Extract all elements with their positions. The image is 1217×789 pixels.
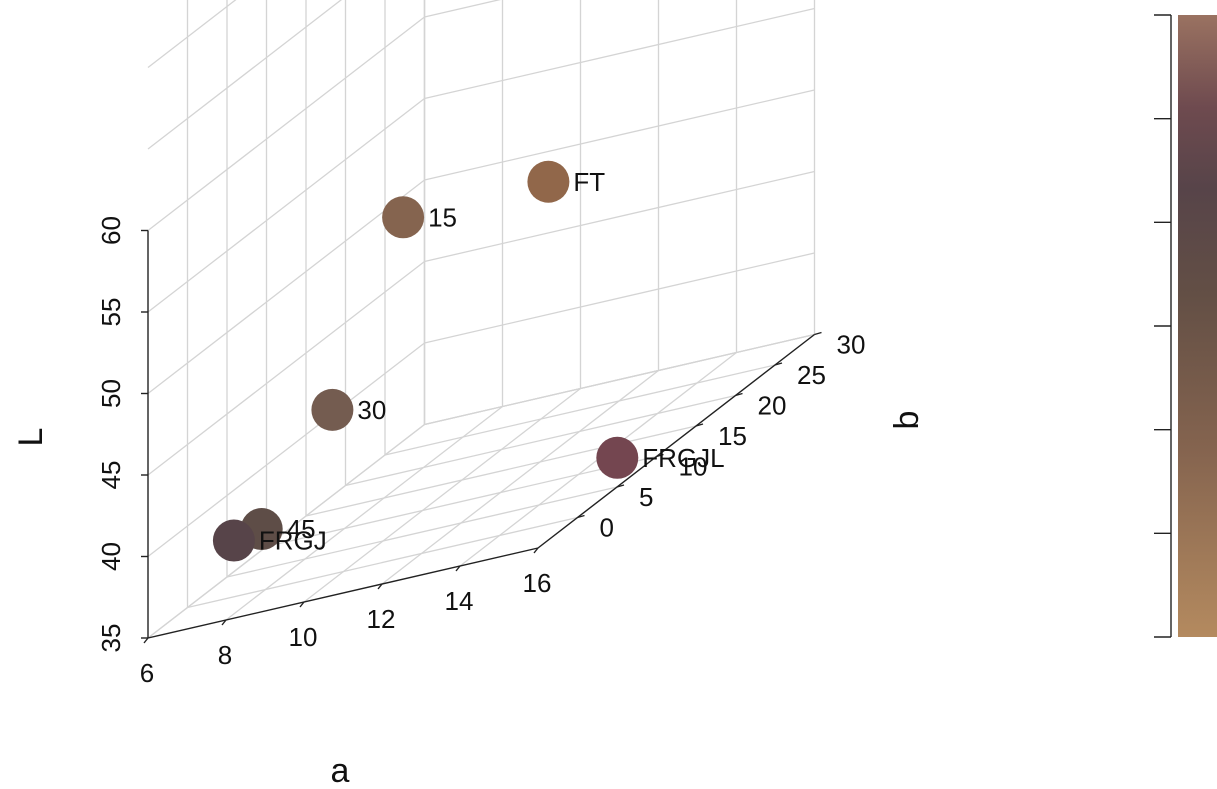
floor-gridline: [303, 387, 581, 603]
y-tick-label: 0: [600, 513, 614, 543]
side-wall-gridline: [147, 260, 425, 476]
y-tick-label: 5: [639, 482, 653, 512]
axes: [141, 229, 822, 644]
floor-gridline: [384, 364, 776, 456]
data-point: [596, 436, 639, 479]
y-tick-mark: [735, 392, 743, 397]
floor-gridline: [345, 394, 736, 487]
side-wall-gridline: [147, 342, 425, 558]
x-tick-label: 10: [289, 622, 318, 652]
y-axis-line: [537, 333, 815, 549]
x-tick-mark: [455, 565, 461, 572]
x-axis-line: [147, 547, 539, 639]
y-tick-mark: [656, 453, 664, 458]
side-wall-gridline: [147, 0, 343, 150]
side-wall-gridline: [147, 16, 425, 232]
colorbar-ticks: [1154, 14, 1172, 638]
x-tick-mark: [143, 637, 149, 644]
y-tick-mark: [577, 514, 585, 519]
floor-gridline: [266, 455, 657, 548]
data-point-label: 30: [357, 395, 386, 425]
x-tick-label: 6: [140, 658, 154, 688]
x-tick-label: 12: [367, 604, 396, 634]
back-wall-gridline: [424, 89, 815, 181]
z-tick-label: 60: [96, 216, 126, 245]
x-tick-mark: [533, 547, 539, 554]
colorbar: [1154, 14, 1217, 638]
data-point: [382, 196, 425, 239]
x-tick-label: 14: [445, 586, 474, 616]
y-tick-mark: [814, 331, 822, 336]
y-axis-title: b: [888, 411, 926, 430]
data-point-label: FT: [573, 167, 605, 197]
back-wall-gridline: [424, 170, 815, 263]
x-tick-mark: [377, 583, 383, 590]
y-tick-mark: [616, 484, 625, 488]
data-point-label: 15: [428, 202, 457, 232]
y-tick-label: 30: [837, 330, 866, 360]
floor-gridline: [305, 425, 697, 517]
x-tick-mark: [221, 619, 227, 626]
back-wall-gridline: [424, 333, 815, 426]
z-axis-title: L: [12, 428, 50, 447]
y-tick-label: 25: [797, 360, 826, 390]
tick-labels: 6 8 10 12 14 16 05 10 15 20 25 30 35 40 45 50 55 60: [96, 216, 865, 688]
side-wall-gridline: [147, 179, 425, 395]
z-tick-label: 40: [96, 542, 126, 571]
y-tick-label: 15: [718, 421, 747, 451]
z-tick-label: 55: [96, 298, 126, 327]
floor-gridline: [187, 516, 578, 609]
data-point-label: FRGJL: [642, 443, 724, 473]
x-axis-title: a: [331, 752, 350, 789]
side-wall-gridline: [147, 423, 425, 639]
back-wall-gridline: [424, 0, 502, 18]
y-tick-mark: [695, 423, 704, 427]
data-point: [212, 519, 255, 562]
data-point-label: 45: [287, 514, 316, 544]
colorbar-gradient: [1178, 15, 1217, 637]
z-tick-label: 35: [96, 624, 126, 653]
y-tick-label: 10: [679, 452, 708, 482]
data-point: [527, 160, 570, 203]
data-point: [311, 388, 354, 431]
data-point-label: FRGJ: [259, 526, 327, 556]
side-wall-gridline: [147, 0, 237, 69]
floor-gridline: [381, 369, 659, 585]
back-wall-gridline: [424, 7, 815, 100]
y-tick-mark: [774, 362, 783, 366]
y-tick-label: 20: [758, 391, 787, 421]
back-wall-gridline: [424, 252, 815, 344]
x-tick-label: 16: [523, 568, 552, 598]
floor-gridline: [225, 405, 503, 621]
z-tick-label: 45: [96, 461, 126, 490]
side-wall-gridline: [147, 97, 425, 313]
z-tick-label: 50: [96, 379, 126, 408]
x-tick-label: 8: [218, 640, 232, 670]
floor-gridline: [226, 486, 618, 578]
x-tick-mark: [299, 601, 305, 608]
